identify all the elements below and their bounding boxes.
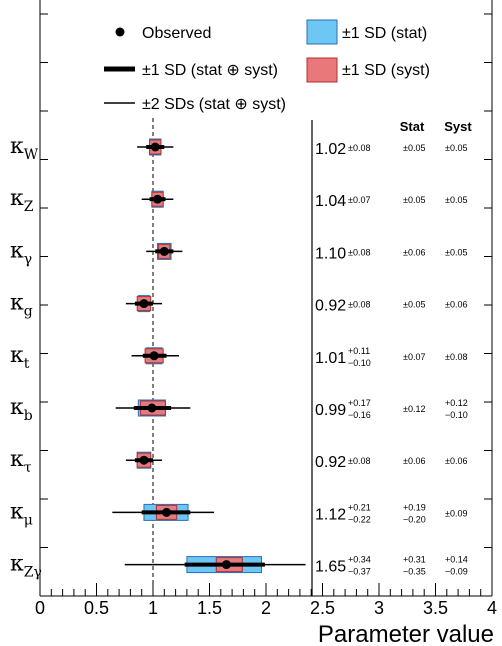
syst-uncertainty-down: −0.09: [445, 567, 468, 577]
value-label: 1.65: [315, 559, 346, 576]
stat-uncertainty: ±0.05: [403, 143, 425, 153]
stat-uncertainty: ±0.06: [403, 456, 425, 466]
x-tick-label: 3: [374, 598, 384, 618]
observed-point: [162, 507, 172, 517]
syst-uncertainty: ±0.05: [445, 247, 467, 257]
stat-uncertainty-down: −0.20: [403, 514, 426, 524]
syst-uncertainty: ±0.08: [445, 352, 467, 362]
parameter-label-subscript: Zγ: [24, 565, 42, 581]
legend-thick-label: ±1 SD (stat ⊕ syst): [142, 62, 278, 79]
value-label: 1.01: [315, 350, 346, 367]
stat-uncertainty-up: +0.19: [403, 502, 426, 512]
stat-uncertainty: ±0.07: [403, 352, 425, 362]
x-axis-title: Parameter value: [318, 621, 494, 646]
stat-uncertainty: ±0.05: [403, 195, 425, 205]
parameter-row: κτ 0.92 ±0.08 ±0.06 ±0.06: [10, 447, 467, 476]
x-tick-label: 2.5: [310, 598, 335, 618]
total-uncertainty: ±0.07: [348, 195, 370, 205]
total-uncertainty: ±0.08: [348, 143, 370, 153]
legend: Observed ±1 SD (stat ⊕ syst) ±2 SDs (stat …: [104, 19, 430, 113]
syst-uncertainty-up: +0.14: [445, 555, 468, 565]
x-tick-label: 4: [487, 598, 497, 618]
syst-uncertainty: ±0.05: [445, 143, 467, 153]
stat-uncertainty-up: +0.31: [403, 555, 426, 565]
syst-column-header: Syst: [444, 119, 472, 134]
parameter-label-subscript: g: [24, 304, 33, 320]
parameter-row: κg 0.92 ±0.08 ±0.05 ±0.06: [10, 291, 467, 320]
stat-uncertainty: ±0.05: [403, 300, 425, 310]
total-uncertainty: ±0.08: [348, 456, 370, 466]
value-label: 1.12: [315, 506, 346, 523]
total-uncertainty-down: −0.22: [348, 514, 371, 524]
syst-uncertainty: ±0.09: [445, 508, 467, 518]
x-tick-label: 2: [261, 598, 271, 618]
x-tick-label: 0.5: [84, 598, 109, 618]
total-uncertainty-down: −0.37: [348, 567, 371, 577]
value-label: 0.99: [315, 402, 346, 419]
observed-point: [153, 194, 163, 204]
value-label: 0.92: [315, 298, 346, 315]
parameter-row: κμ 1.12 +0.21−0.22+0.19−0.20±0.09: [10, 499, 467, 528]
value-label: 0.92: [315, 454, 346, 471]
parameter-row: κt 1.01 +0.11−0.10±0.07 ±0.08: [10, 343, 467, 372]
parameter-label-subscript: μ: [24, 512, 33, 528]
syst-uncertainty: ±0.05: [445, 195, 467, 205]
legend-stat-label: ±1 SD (stat): [342, 25, 427, 42]
observed-point: [159, 246, 169, 256]
stat-column-header: Stat: [400, 119, 425, 134]
legend-thin-label: ±2 SDs (stat ⊕ syst): [142, 96, 286, 113]
x-tick-label: 1.5: [197, 598, 222, 618]
parameter-label-subscript: γ: [24, 251, 32, 267]
parameter-row: κZ 1.04 ±0.07 ±0.05 ±0.05: [10, 186, 467, 215]
parameter-label-subscript: Z: [24, 199, 34, 215]
syst-uncertainty: ±0.06: [445, 456, 467, 466]
syst-uncertainty: ±0.06: [445, 300, 467, 310]
value-label: 1.10: [315, 245, 346, 262]
parameter-label-subscript: t: [24, 356, 30, 372]
x-tick-label: 1: [148, 598, 158, 618]
observed-point: [139, 455, 149, 465]
legend-syst-box: [306, 57, 338, 83]
total-uncertainty-up: +0.34: [348, 555, 371, 565]
parameter-row: κW 1.02 ±0.08 ±0.05 ±0.05: [10, 134, 467, 163]
stat-uncertainty: ±0.06: [403, 247, 425, 257]
x-axis: 0 0.5 1 1.5 2 2.5 3 3.5 4 Parameter value: [35, 0, 497, 646]
total-uncertainty-down: −0.10: [348, 358, 371, 368]
total-uncertainty: ±0.08: [348, 247, 370, 257]
parameter-label-subscript: τ: [24, 460, 32, 476]
legend-syst-label: ±1 SD (syst): [342, 62, 430, 79]
legend-observed-marker: [115, 27, 125, 37]
total-uncertainty-down: −0.16: [348, 410, 371, 420]
syst-uncertainty-down: −0.10: [445, 410, 468, 420]
total-uncertainty-up: +0.11: [348, 346, 370, 356]
total-uncertainty-up: +0.21: [348, 502, 371, 512]
parameter-label-subscript: b: [24, 408, 33, 424]
observed-point: [149, 351, 159, 361]
observed-point: [139, 299, 149, 309]
x-tick-label: 3.5: [423, 598, 448, 618]
parameter-label-subscript: W: [24, 147, 39, 163]
legend-stat-box: [306, 19, 338, 45]
value-label: 1.04: [315, 193, 346, 210]
total-uncertainty-up: +0.17: [348, 398, 371, 408]
value-label: 1.02: [315, 141, 346, 158]
stat-uncertainty-down: −0.35: [403, 567, 426, 577]
legend-observed-label: Observed: [142, 25, 211, 42]
total-uncertainty: ±0.08: [348, 300, 370, 310]
observed-point: [147, 403, 157, 413]
syst-uncertainty-up: +0.12: [445, 398, 468, 408]
observed-point: [221, 560, 231, 570]
x-tick-label: 0: [35, 598, 45, 618]
stat-uncertainty: ±0.12: [403, 404, 425, 414]
observed-point: [150, 142, 160, 152]
